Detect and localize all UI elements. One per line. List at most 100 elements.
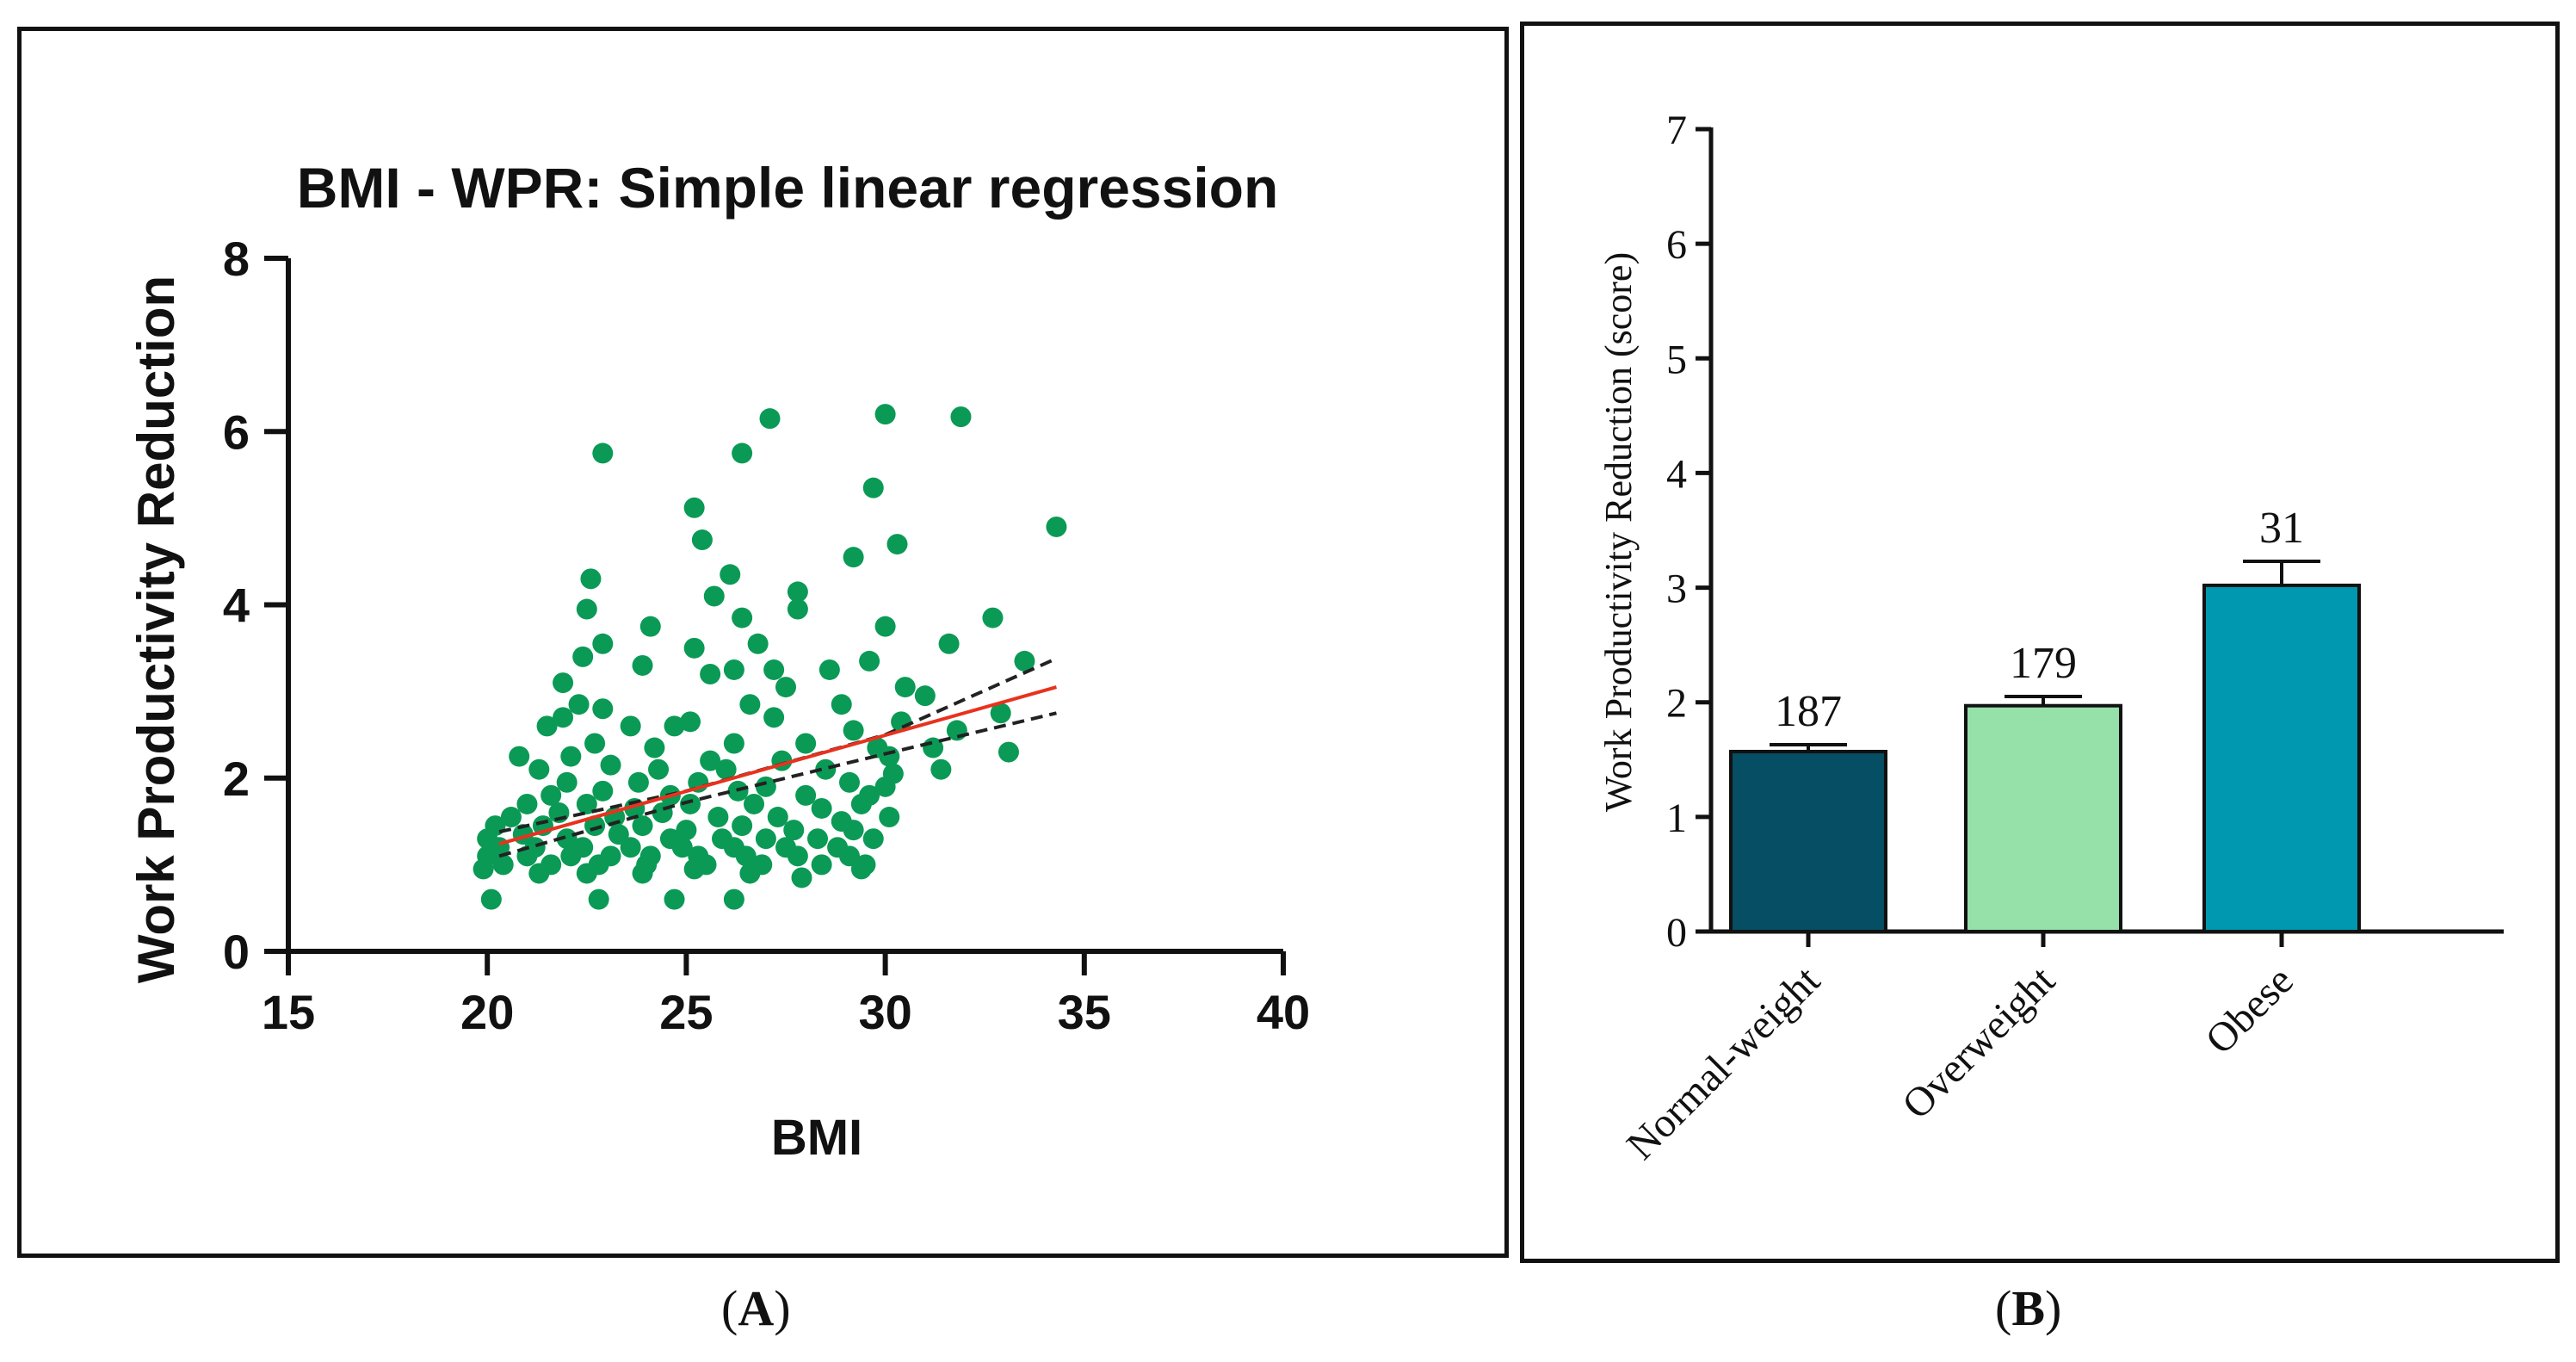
x-tick-label: 35 bbox=[1058, 985, 1111, 1039]
data-point bbox=[553, 672, 574, 694]
data-point bbox=[747, 633, 769, 654]
data-point bbox=[930, 758, 952, 780]
data-point bbox=[1014, 650, 1035, 672]
data-point bbox=[787, 598, 808, 620]
data-point bbox=[588, 888, 609, 910]
data-point bbox=[560, 746, 582, 767]
data-points bbox=[473, 404, 1067, 910]
data-point bbox=[632, 815, 653, 837]
data-point bbox=[576, 598, 597, 620]
data-point bbox=[707, 807, 729, 828]
data-point bbox=[739, 863, 761, 884]
data-point bbox=[744, 793, 765, 814]
data-point bbox=[620, 837, 641, 858]
bar-count-label: 31 bbox=[2259, 504, 2304, 553]
data-point bbox=[664, 715, 685, 737]
confidence-band-lower bbox=[498, 711, 1057, 858]
data-point bbox=[723, 733, 744, 754]
data-point bbox=[627, 771, 649, 793]
data-point bbox=[831, 694, 852, 715]
data-point bbox=[516, 793, 538, 814]
data-point bbox=[509, 746, 530, 767]
axes: 0 1 2 3 4 5 6 7 bbox=[1666, 108, 2504, 956]
data-point bbox=[795, 784, 817, 806]
data-point bbox=[536, 715, 558, 737]
y-tick-label: 7 bbox=[1666, 108, 1687, 153]
data-point bbox=[600, 754, 621, 776]
data-point bbox=[700, 664, 721, 684]
data-point bbox=[894, 677, 916, 698]
data-point bbox=[843, 547, 864, 568]
data-point bbox=[703, 585, 725, 607]
data-point bbox=[683, 497, 705, 518]
y-tick-label: 4 bbox=[1666, 451, 1687, 497]
data-point bbox=[759, 408, 781, 430]
data-point bbox=[879, 746, 900, 767]
data-point bbox=[914, 685, 936, 707]
y-axis-label: Work Productivity Reduction (score) bbox=[1597, 252, 1640, 812]
data-point bbox=[874, 776, 896, 797]
data-point bbox=[560, 845, 582, 867]
y-tick-label: 0 bbox=[223, 925, 250, 979]
caption-b: (B) bbox=[1995, 1280, 2062, 1336]
data-point bbox=[572, 646, 594, 667]
data-point bbox=[739, 694, 761, 715]
data-point bbox=[723, 659, 744, 680]
y-tick-label: 3 bbox=[1666, 566, 1687, 612]
y-tick-label: 0 bbox=[1666, 910, 1687, 956]
data-point bbox=[671, 837, 693, 858]
x-tick-label: 40 bbox=[1257, 985, 1310, 1039]
data-point bbox=[648, 758, 670, 780]
data-point bbox=[676, 820, 697, 841]
data-point bbox=[791, 867, 812, 888]
bar bbox=[1729, 749, 1887, 933]
caption-a: (A) bbox=[721, 1280, 791, 1336]
data-point bbox=[850, 858, 872, 880]
panel-b: Work Productivity Reduction (score) 0 1 2 3… bbox=[1520, 22, 2560, 1263]
data-point bbox=[592, 780, 614, 802]
data-point bbox=[982, 607, 1004, 628]
data-point bbox=[886, 534, 908, 555]
data-point bbox=[584, 815, 606, 837]
data-point bbox=[874, 616, 896, 637]
x-tick-label: 25 bbox=[659, 985, 713, 1039]
bar-count-label: 187 bbox=[1775, 687, 1842, 736]
data-point bbox=[950, 406, 972, 428]
data-point bbox=[644, 737, 665, 758]
panel-a: BMI - WPR: Simple linear regression Work… bbox=[17, 27, 1509, 1258]
data-point bbox=[715, 758, 737, 780]
data-point bbox=[735, 845, 757, 867]
y-tick-label: 2 bbox=[223, 752, 250, 806]
x-tick-label: Obese bbox=[2196, 957, 2301, 1062]
data-point bbox=[620, 715, 641, 737]
data-point bbox=[683, 637, 705, 659]
data-point bbox=[862, 477, 884, 498]
data-point bbox=[700, 750, 721, 771]
data-point bbox=[480, 888, 502, 910]
data-point bbox=[838, 845, 860, 867]
x-tick-label: Overweight bbox=[1893, 957, 2064, 1128]
data-point bbox=[500, 807, 522, 828]
x-axis-label: BMI bbox=[771, 1110, 862, 1166]
data-point bbox=[1046, 516, 1067, 537]
scatter-chart: BMI - WPR: Simple linear regression Work… bbox=[127, 156, 1310, 1166]
data-point bbox=[592, 698, 614, 720]
chart-title: BMI - WPR: Simple linear regression bbox=[297, 156, 1279, 220]
data-point bbox=[732, 607, 753, 628]
data-point bbox=[998, 741, 1019, 763]
regression-lines bbox=[498, 657, 1058, 858]
data-point bbox=[680, 711, 701, 733]
data-point bbox=[568, 694, 590, 715]
data-point bbox=[680, 793, 701, 814]
data-point bbox=[553, 707, 574, 728]
data-point bbox=[763, 659, 785, 680]
x-tick-label: 15 bbox=[262, 985, 315, 1039]
data-point bbox=[843, 820, 864, 841]
data-point bbox=[664, 888, 685, 910]
data-point bbox=[755, 776, 776, 797]
x-tick-label: 20 bbox=[460, 985, 514, 1039]
y-tick-label: 2 bbox=[1666, 681, 1687, 727]
data-point bbox=[723, 888, 744, 910]
data-point bbox=[592, 633, 614, 654]
data-point bbox=[528, 758, 550, 780]
